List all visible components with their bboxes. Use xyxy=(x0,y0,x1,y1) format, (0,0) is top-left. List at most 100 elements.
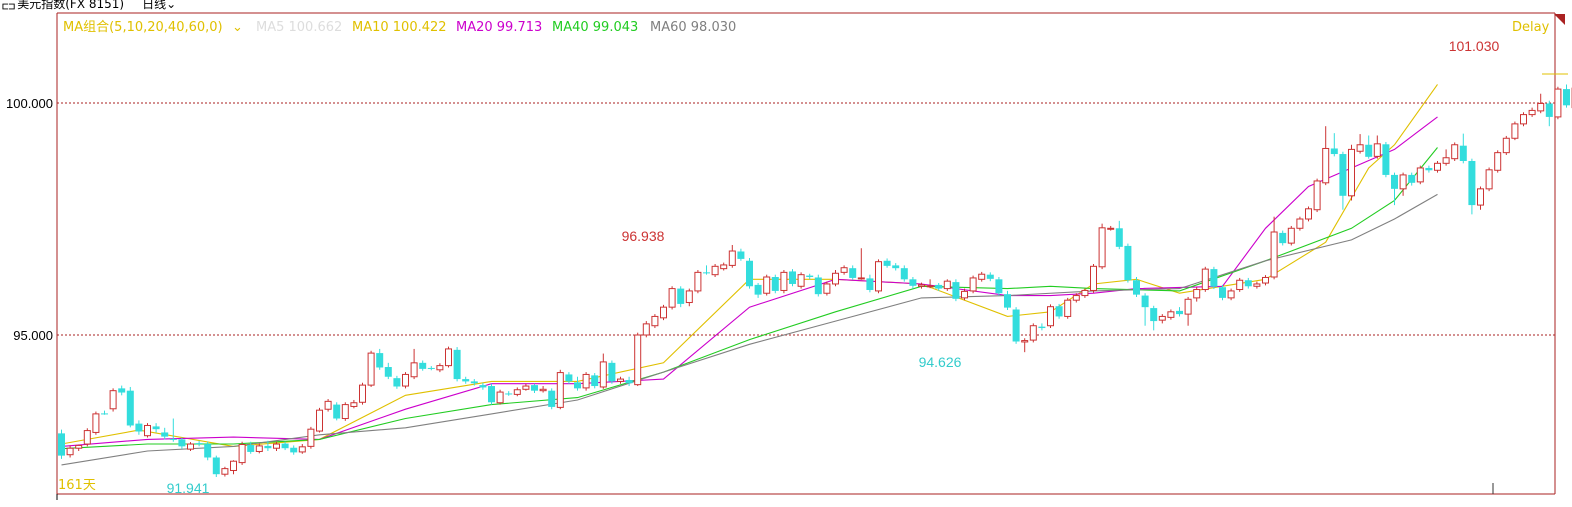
candle[interactable] xyxy=(668,286,676,310)
candle[interactable] xyxy=(1477,186,1484,210)
candle[interactable] xyxy=(1287,225,1295,246)
candle[interactable] xyxy=(1064,297,1072,319)
candle[interactable] xyxy=(359,382,366,405)
candle[interactable] xyxy=(393,375,401,389)
candle[interactable] xyxy=(1554,86,1562,120)
candle[interactable] xyxy=(548,388,556,410)
candle[interactable] xyxy=(1365,135,1373,159)
candle[interactable] xyxy=(92,411,100,435)
candle[interactable] xyxy=(126,386,134,428)
candle[interactable] xyxy=(892,263,900,271)
candle[interactable] xyxy=(660,304,667,321)
candle[interactable] xyxy=(694,270,702,294)
candle[interactable] xyxy=(1253,281,1261,289)
candle[interactable] xyxy=(230,460,237,475)
candle[interactable] xyxy=(1545,100,1553,127)
candle[interactable] xyxy=(1236,277,1244,292)
candle[interactable] xyxy=(935,283,943,291)
candle[interactable] xyxy=(565,372,573,384)
candle[interactable] xyxy=(1081,288,1089,298)
candle[interactable] xyxy=(169,418,177,442)
candle[interactable] xyxy=(273,441,280,451)
candle[interactable] xyxy=(255,443,263,454)
candle[interactable] xyxy=(789,269,796,287)
candle[interactable] xyxy=(1537,93,1545,114)
candle[interactable] xyxy=(144,423,151,438)
candle[interactable] xyxy=(436,363,444,373)
candle[interactable] xyxy=(1090,264,1097,293)
candle[interactable] xyxy=(419,360,427,371)
candle[interactable] xyxy=(1408,172,1416,186)
candle[interactable] xyxy=(746,257,753,289)
candle[interactable] xyxy=(1193,287,1201,302)
candle[interactable] xyxy=(1520,112,1527,127)
candle[interactable] xyxy=(608,360,616,384)
candle[interactable] xyxy=(1502,135,1510,155)
candle[interactable] xyxy=(324,399,332,412)
candle[interactable] xyxy=(556,369,564,410)
candle[interactable] xyxy=(1176,307,1183,317)
candle[interactable] xyxy=(470,379,478,386)
candle[interactable] xyxy=(651,314,659,329)
candle[interactable] xyxy=(625,376,633,387)
candle[interactable] xyxy=(410,348,418,380)
candle[interactable] xyxy=(711,264,719,277)
candle[interactable] xyxy=(832,270,839,287)
period-selector[interactable]: 日线⌄ xyxy=(142,0,176,11)
candle[interactable] xyxy=(703,265,710,275)
candle[interactable] xyxy=(1055,303,1063,319)
candle[interactable] xyxy=(264,440,272,451)
candle[interactable] xyxy=(135,420,143,435)
candle[interactable] xyxy=(1511,121,1519,141)
candle[interactable] xyxy=(1184,296,1192,326)
candle[interactable] xyxy=(161,427,169,440)
candle[interactable] xyxy=(522,383,530,391)
candle[interactable] xyxy=(376,348,384,370)
candle[interactable] xyxy=(75,444,83,451)
candle[interactable] xyxy=(402,372,409,389)
candle[interactable] xyxy=(754,283,762,298)
candle[interactable] xyxy=(1072,293,1080,303)
candle[interactable] xyxy=(1322,126,1330,186)
candle[interactable] xyxy=(221,466,229,477)
candle[interactable] xyxy=(281,441,289,451)
ma-group-label[interactable]: MA组合(5,10,20,40,60,0) xyxy=(63,20,223,35)
candle[interactable] xyxy=(118,385,126,396)
candle[interactable] xyxy=(1227,288,1235,301)
candle[interactable] xyxy=(1494,150,1502,173)
candle[interactable] xyxy=(462,376,470,384)
candle[interactable] xyxy=(1012,307,1020,344)
candle[interactable] xyxy=(333,402,341,421)
candle[interactable] xyxy=(978,271,986,282)
candle[interactable] xyxy=(969,275,977,294)
candle[interactable] xyxy=(1047,304,1054,329)
candle[interactable] xyxy=(1279,230,1287,246)
candle[interactable] xyxy=(1330,133,1338,157)
candle[interactable] xyxy=(1416,165,1424,185)
candle[interactable] xyxy=(316,407,323,433)
candle[interactable] xyxy=(212,455,220,477)
candle[interactable] xyxy=(1262,275,1269,286)
candle[interactable] xyxy=(737,248,745,261)
candle[interactable] xyxy=(1459,133,1467,164)
candle[interactable] xyxy=(479,382,487,390)
candle[interactable] xyxy=(350,399,358,409)
candle[interactable] xyxy=(857,248,865,280)
candle[interactable] xyxy=(496,389,504,405)
candle[interactable] xyxy=(1124,243,1132,283)
candle[interactable] xyxy=(1115,220,1123,250)
candle[interactable] xyxy=(427,366,435,371)
candle[interactable] xyxy=(582,372,590,391)
candle[interactable] xyxy=(943,279,951,291)
candle[interactable] xyxy=(1391,172,1398,206)
candle[interactable] xyxy=(367,350,375,387)
candle[interactable] xyxy=(1339,151,1347,210)
candle[interactable] xyxy=(1244,277,1252,289)
candle[interactable] xyxy=(341,402,349,421)
candle[interactable] xyxy=(247,441,255,454)
candle[interactable] xyxy=(1305,206,1312,222)
candle[interactable] xyxy=(591,373,599,389)
candle[interactable] xyxy=(1434,161,1441,173)
candle[interactable] xyxy=(1468,158,1476,215)
